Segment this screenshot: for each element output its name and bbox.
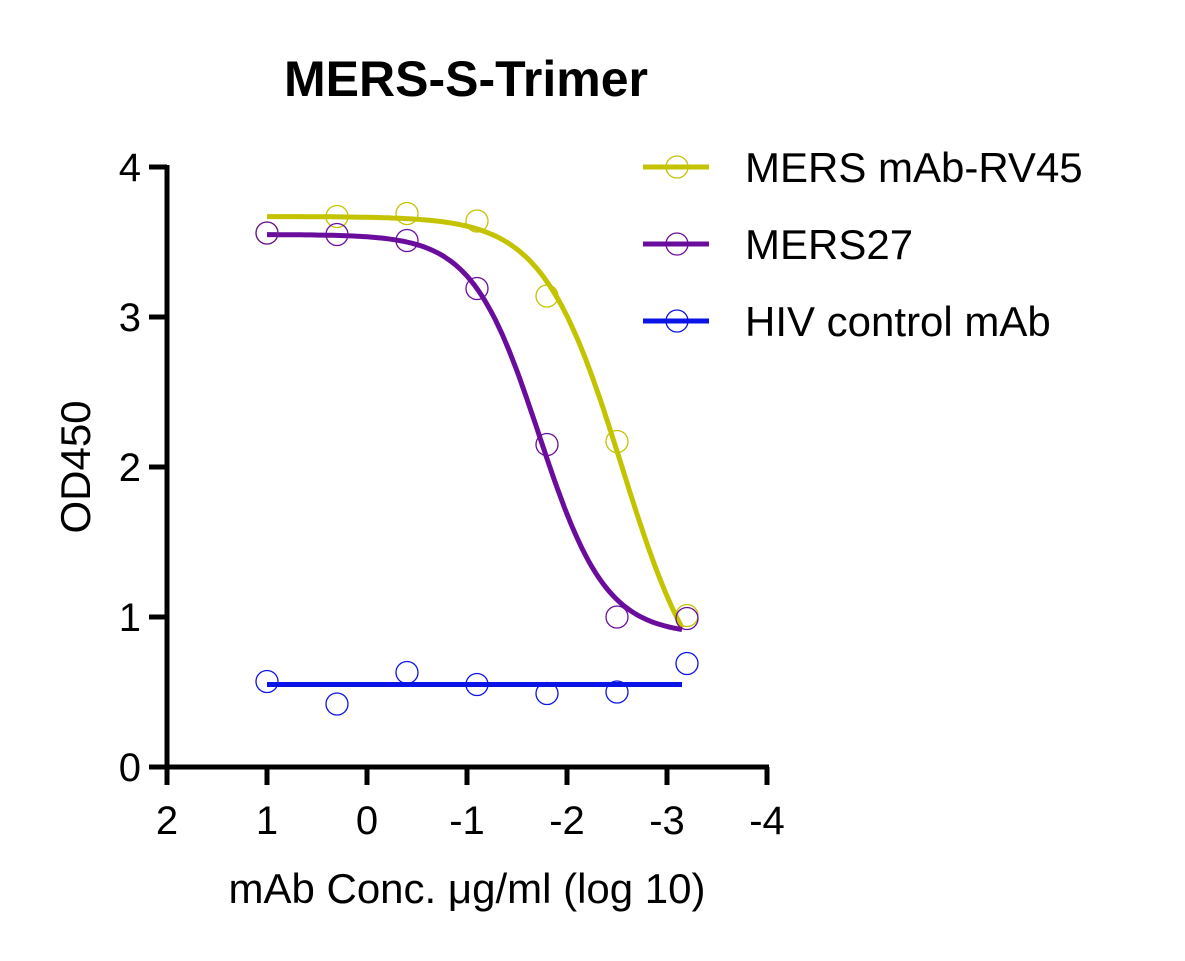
x-tick-label: 1 [256,799,278,843]
x-tick-label: -3 [649,799,685,843]
legend-label: HIV control mAb [745,298,1051,345]
y-tick-label: 3 [119,296,141,340]
data-point [255,221,279,245]
data-points [255,201,699,716]
data-point [605,605,629,629]
x-tick-label: -1 [449,799,485,843]
data-point [465,276,489,301]
data-point [535,284,559,308]
data-point [395,660,419,685]
legend-label: MERS27 [745,221,913,268]
chart-title: MERS-S-Trimer [284,51,648,107]
x-tick-label: 2 [156,799,178,843]
data-point [605,680,629,704]
data-point [675,651,699,676]
legend-label: MERS mAb-RV45 [745,144,1083,191]
data-point [395,201,419,226]
data-point [395,228,419,253]
y-tick-label: 4 [119,146,141,190]
data-point [255,669,279,694]
data-point [325,692,349,716]
data-point [535,432,559,457]
data-point [465,672,489,697]
x-tick-label: -4 [749,799,785,843]
fit-curves [267,214,685,687]
fit-curve-0 [267,214,685,629]
legend-marker [665,309,689,333]
legend-marker [665,232,689,256]
fit-curve-1 [267,232,683,632]
y-axis-label: OD450 [52,400,99,533]
data-point [675,606,699,631]
x-tick-label: -2 [549,799,585,843]
axes: 0 1 2 3 4 2 1 0 -1 -2 -3 -4 [119,146,785,843]
y-tick-label: 1 [119,596,141,640]
data-point [325,204,349,229]
legend: MERS mAb-RV45 MERS27 HIV control mAb [643,144,1083,345]
y-tick-label: 2 [119,446,141,490]
data-point [535,681,559,706]
x-axis-label: mAb Conc. μg/ml (log 10) [228,865,705,912]
data-point [605,429,629,454]
y-tick-label: 0 [119,746,141,790]
legend-marker [665,155,689,179]
x-tick-label: 0 [356,799,378,843]
data-point [465,209,489,233]
data-point [325,222,349,247]
